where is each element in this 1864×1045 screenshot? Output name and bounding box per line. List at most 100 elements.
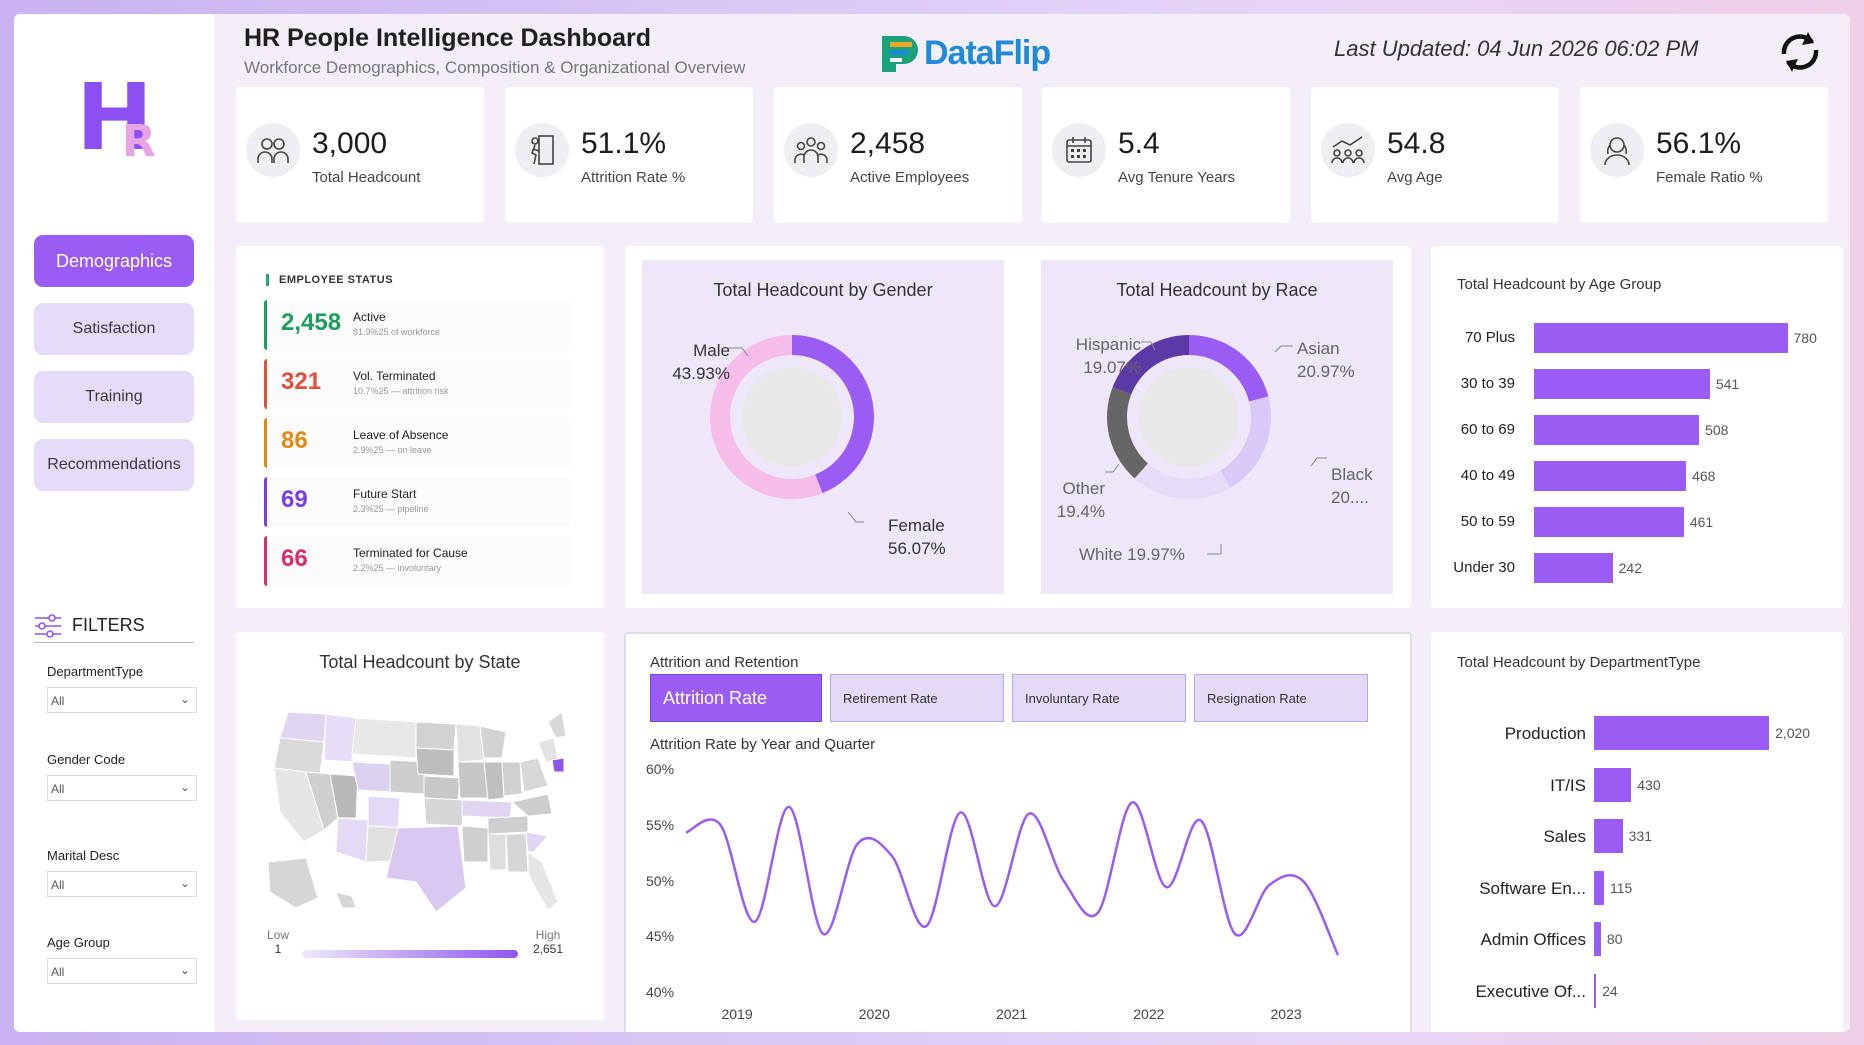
nav-recommendations[interactable]: Recommendations — [34, 439, 194, 491]
status-sub: 10.7%25 — attrition risk — [353, 386, 449, 396]
bar[interactable] — [1594, 716, 1770, 750]
attrition-line[interactable] — [685, 801, 1340, 956]
attrition-line-chart[interactable] — [626, 634, 1410, 1032]
attrition-chart-title: Attrition Rate by Year and Quarter — [650, 736, 876, 753]
race-label-hispanic: Hispanic 19.07% — [1061, 334, 1141, 380]
bar[interactable] — [1534, 461, 1687, 491]
chevron-down-icon: ⌄ — [179, 963, 190, 977]
slice-hispanic[interactable] — [1112, 335, 1189, 395]
bar[interactable] — [1534, 553, 1613, 583]
refresh-icon[interactable] — [1774, 26, 1826, 78]
label-pct: 43.93% — [672, 363, 730, 383]
label-pct: 19.07% — [1083, 357, 1141, 377]
bar[interactable] — [1534, 369, 1710, 399]
attrition-title: Attrition and Retention — [650, 654, 799, 671]
filter-age-group: Age Group All ⌄ — [47, 935, 197, 984]
dashboard-frame: H R Demographics Satisfaction Training R… — [14, 14, 1850, 1032]
employee-status-title: EMPLOYEE STATUS — [266, 274, 393, 286]
kpi-label: Total Headcount — [312, 169, 421, 186]
donut-panel: Total Headcount by Gender Male 43.93% Fem… — [625, 246, 1411, 608]
kpi-label: Active Employees — [850, 169, 970, 186]
slice-black[interactable] — [1220, 396, 1271, 488]
race-chart: Total Headcount by Race Hispanic 19.07% A… — [1041, 260, 1393, 594]
bar[interactable] — [1534, 507, 1684, 537]
tab-attrition-rate[interactable]: Attrition Rate — [650, 674, 822, 722]
bar[interactable] — [1594, 922, 1601, 956]
marital-desc-select[interactable]: All ⌄ — [47, 871, 197, 897]
dataflip-logo-icon — [882, 36, 918, 72]
kpi-card-attrition: 51.1% Attrition Rate % — [505, 87, 753, 223]
status-sub: 81.9%25 of workforce — [353, 327, 441, 337]
bar-value-label: 2,020 — [1775, 725, 1811, 741]
state-map-panel: Total Headcount by State — [236, 632, 604, 1020]
status-row-vol-terminated[interactable]: 321 Vol. Terminated 10.7%25 — attrition … — [264, 359, 570, 409]
label-pct: 20.97% — [1297, 361, 1355, 381]
status-row-active[interactable]: 2,458 Active 81.9%25 of workforce — [264, 300, 570, 350]
leader-line — [847, 511, 864, 523]
slice-other[interactable] — [1107, 387, 1148, 479]
bar[interactable] — [1594, 870, 1604, 905]
us-state-map[interactable] — [266, 702, 566, 922]
x-tick-label: 2021 — [996, 1006, 1028, 1022]
x-tick-label: 2023 — [1270, 1006, 1302, 1022]
filter-department-type: DepartmentType All ⌄ — [47, 664, 197, 713]
age-group-select[interactable]: All ⌄ — [47, 958, 197, 984]
bar[interactable] — [1594, 819, 1623, 853]
exit-door-icon — [515, 123, 569, 177]
nav-training[interactable]: Training — [34, 371, 194, 423]
department-type-select[interactable]: All ⌄ — [47, 687, 197, 713]
tab-resignation-rate[interactable]: Resignation Rate — [1194, 674, 1368, 722]
slice-female[interactable] — [710, 335, 823, 499]
label-name: Male — [693, 341, 730, 360]
slice-male[interactable] — [792, 335, 874, 494]
calendar-icon — [1052, 123, 1106, 177]
slice-asian[interactable] — [1189, 335, 1269, 402]
status-name: Future Start — [353, 487, 417, 501]
page-subtitle: Workforce Demographics, Composition & Or… — [244, 58, 746, 77]
status-row-future-start[interactable]: 69 Future Start 2.3%25 — pipeline — [264, 477, 570, 527]
status-row-leave[interactable]: 86 Leave of Absence 2.9%25 — on leave — [264, 418, 570, 468]
bar[interactable] — [1534, 415, 1700, 445]
select-value: All — [51, 965, 65, 979]
brand-name: DataFlip — [924, 33, 1051, 72]
last-updated: Last Updated: 04 Jun 2026 06:02 PM — [1334, 36, 1699, 61]
kpi-label: Female Ratio % — [1656, 169, 1763, 186]
legend-high-value: 2,651 — [532, 942, 564, 956]
status-count: 321 — [281, 368, 322, 395]
legend-high-label: High — [535, 928, 561, 942]
bar-value-label: 115 — [1609, 879, 1633, 896]
tab-retirement-rate[interactable]: Retirement Rate — [830, 674, 1004, 722]
y-tick-label: 60% — [646, 761, 675, 777]
people-group-icon — [246, 123, 300, 177]
status-count: 2,458 — [281, 309, 342, 336]
sliders-icon — [35, 613, 61, 638]
bar-category-label: Software En... — [1479, 878, 1586, 898]
bar[interactable] — [1594, 767, 1632, 802]
brand-logo: DataFlip — [876, 28, 1051, 78]
tab-involuntary-rate[interactable]: Involuntary Rate — [1012, 674, 1186, 722]
kpi-card-female-ratio: 56.1% Female Ratio % — [1580, 87, 1828, 223]
gender-code-select[interactable]: All ⌄ — [47, 775, 197, 801]
select-value: All — [51, 878, 65, 892]
age-group-panel: Total Headcount by Age Group 70 Plus 780 3… — [1431, 246, 1843, 608]
filter-marital-desc: Marital Desc All ⌄ — [47, 848, 197, 897]
race-label-black: Black 20.... — [1331, 464, 1373, 510]
leader-line — [1310, 457, 1327, 467]
kpi-card-age: 54.8 Avg Age — [1311, 87, 1559, 223]
label-name: Black — [1331, 465, 1373, 484]
label-pct: 20.... — [1331, 487, 1369, 507]
gender-donut[interactable] — [642, 260, 1004, 594]
nav-satisfaction[interactable]: Satisfaction — [34, 303, 194, 355]
nav-demographics[interactable]: Demographics — [34, 235, 194, 287]
slice-white[interactable] — [1134, 463, 1231, 499]
bar[interactable] — [1594, 973, 1597, 1008]
bar[interactable] — [1534, 323, 1788, 353]
donut-center — [1139, 367, 1239, 467]
attrition-panel: Attrition and Retention Attrition Rate R… — [624, 632, 1412, 1032]
race-donut[interactable] — [1041, 260, 1393, 594]
status-row-terminated-cause[interactable]: 66 Terminated for Cause 2.2%25 — involun… — [264, 536, 570, 586]
gender-chart: Total Headcount by Gender Male 43.93% Fem… — [642, 260, 1004, 594]
department-panel: Total Headcount by DepartmentType Produc… — [1431, 632, 1843, 1032]
race-chart-title: Total Headcount by Race — [1116, 280, 1318, 300]
legend-low: Low 1 — [266, 928, 290, 956]
